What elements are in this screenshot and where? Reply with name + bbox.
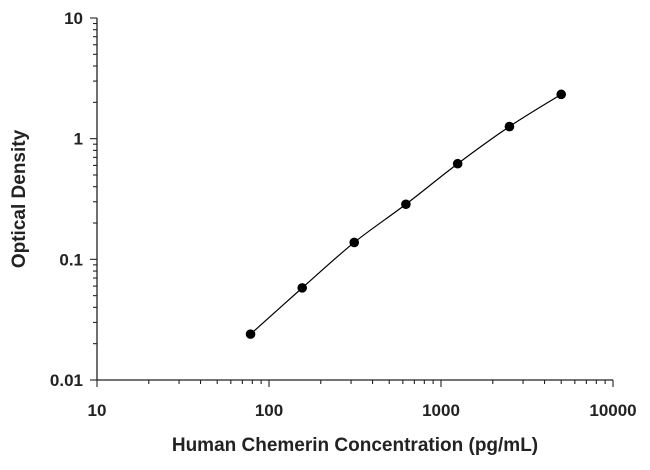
y-axis-title: Optical Density — [9, 129, 30, 268]
x-axis-title: Human Chemerin Concentration (pg/mL) — [172, 435, 538, 456]
y-tick-label: 10 — [64, 9, 83, 28]
data-point — [297, 283, 308, 293]
x-tick-label: 1000 — [422, 401, 460, 420]
x-tick-label: 100 — [255, 401, 283, 420]
data-point — [556, 89, 567, 100]
y-tick-label: 1 — [74, 130, 83, 149]
x-tick-label: 10000 — [589, 401, 636, 420]
y-axis-ticks — [90, 17, 97, 381]
y-tick-label: 0.01 — [50, 371, 83, 390]
y-tick-label: 0.1 — [59, 250, 83, 269]
x-axis-ticks — [96, 380, 614, 387]
data-point — [452, 158, 463, 169]
axes — [96, 18, 613, 381]
data-point — [349, 237, 360, 248]
data-point — [245, 329, 256, 339]
data-point — [401, 199, 411, 210]
x-tick-label: 10 — [88, 401, 107, 420]
data-points — [245, 89, 567, 339]
x-axis-tick-labels: 10 100 1000 10000 — [88, 401, 637, 420]
standard-curve-line — [250, 93, 562, 335]
data-point — [504, 121, 515, 132]
y-axis-tick-labels: 10 1 0.1 0.01 — [50, 9, 83, 390]
